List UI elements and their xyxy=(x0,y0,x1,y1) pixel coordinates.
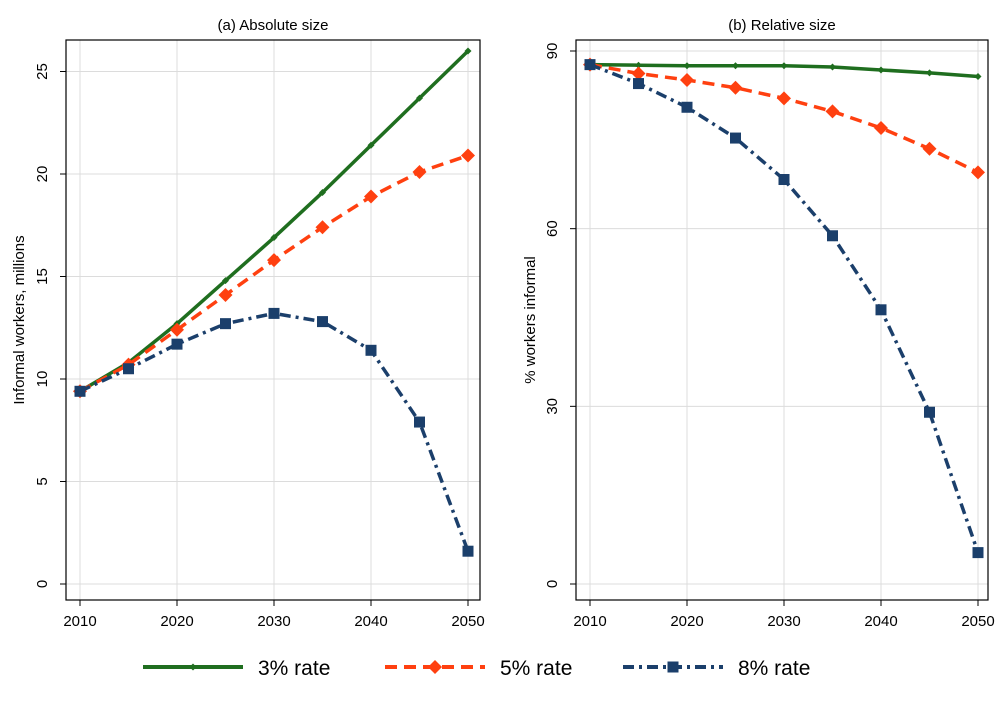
x-tick-label: 2030 xyxy=(767,613,800,630)
data-point xyxy=(367,141,375,149)
y-tick-label: 60 xyxy=(544,220,561,237)
gridlines xyxy=(66,40,480,600)
data-point xyxy=(922,141,937,156)
legend-marker xyxy=(189,663,197,671)
data-point xyxy=(462,545,474,557)
data-point xyxy=(728,80,743,95)
data-point xyxy=(680,73,694,88)
data-point xyxy=(364,189,378,204)
legend-marker xyxy=(667,661,679,673)
plot-frame xyxy=(575,39,989,601)
data-point xyxy=(412,164,427,179)
x-tick-label: 2010 xyxy=(573,613,606,630)
data-point xyxy=(825,104,840,119)
data-point xyxy=(416,94,423,102)
data-point xyxy=(635,61,642,69)
data-point xyxy=(971,165,985,180)
data-point xyxy=(777,91,791,106)
y-axis-title: Informal workers, millions xyxy=(11,235,28,404)
legend: 3% rate 5% rate 8% rate xyxy=(143,657,810,680)
data-point xyxy=(218,287,233,302)
data-point xyxy=(875,304,887,316)
data-point xyxy=(972,547,984,559)
data-point xyxy=(319,188,326,196)
series-8-rate xyxy=(584,59,984,559)
data-point xyxy=(267,253,281,268)
data-point xyxy=(827,230,838,242)
y-tick-label: 5 xyxy=(34,477,51,485)
y-tick-label: 20 xyxy=(34,166,51,183)
legend-item-8-rate: 8% rate xyxy=(623,657,810,680)
chart-title: (a) Absolute size xyxy=(218,17,329,34)
data-point xyxy=(270,234,278,242)
data-point xyxy=(315,220,330,235)
data-point xyxy=(778,174,790,186)
data-point xyxy=(877,66,885,74)
chart-title: (b) Relative size xyxy=(728,17,836,34)
x-tick-label: 2040 xyxy=(864,613,897,630)
y-tick-label: 25 xyxy=(34,63,51,80)
panel-relative-size: (b) Relative size 2010 2020 2030 2040 2050 0 30… xyxy=(522,17,995,630)
data-point xyxy=(874,120,888,135)
data-point xyxy=(681,101,693,113)
legend-marker xyxy=(428,660,442,674)
data-point xyxy=(268,307,280,319)
series-8-rate xyxy=(74,307,474,557)
data-point xyxy=(464,47,472,55)
data-point xyxy=(123,363,134,375)
x-tick-label: 2010 xyxy=(63,613,96,630)
data-point xyxy=(829,63,836,71)
data-point xyxy=(461,148,475,163)
data-point xyxy=(414,416,425,428)
x-tick-label: 2040 xyxy=(354,613,387,630)
data-point xyxy=(780,62,788,70)
y-tick-label: 15 xyxy=(34,268,51,285)
plot-frame xyxy=(65,39,481,601)
x-tick-label: 2020 xyxy=(160,613,193,630)
data-point xyxy=(631,66,646,81)
legend-label: 8% rate xyxy=(738,657,810,680)
data-point xyxy=(220,318,231,330)
data-point xyxy=(974,72,982,80)
data-point xyxy=(730,132,741,144)
x-tick-label: 2020 xyxy=(670,613,703,630)
data-point xyxy=(317,316,328,328)
series-line xyxy=(589,62,980,554)
data-point xyxy=(171,338,183,350)
y-axis-title: % workers informal xyxy=(522,256,539,384)
y-tick-label: 0 xyxy=(34,580,51,588)
y-tick-label: 30 xyxy=(544,398,561,415)
legend-item-3-rate: 3% rate xyxy=(143,657,330,680)
data-point xyxy=(732,62,739,70)
gridlines xyxy=(576,40,988,600)
data-point xyxy=(222,277,229,285)
y-tick-label: 0 xyxy=(544,580,561,588)
data-point xyxy=(633,78,644,90)
data-point xyxy=(170,322,184,337)
y-tick-label: 90 xyxy=(544,43,561,60)
legend-label: 3% rate xyxy=(258,657,330,680)
x-tick-label: 2050 xyxy=(451,613,484,630)
x-tick-label: 2030 xyxy=(257,613,290,630)
legend-item-5-rate: 5% rate xyxy=(385,657,572,680)
legend-label: 5% rate xyxy=(500,657,572,680)
data-point xyxy=(365,344,377,356)
y-tick-label: 10 xyxy=(34,371,51,388)
data-point xyxy=(74,385,86,397)
data-point xyxy=(926,69,933,77)
data-point xyxy=(683,62,691,70)
data-point xyxy=(924,406,935,418)
data-point xyxy=(584,59,596,71)
x-tick-label: 2050 xyxy=(961,613,994,630)
